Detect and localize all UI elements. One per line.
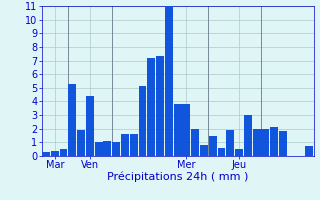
Bar: [68, 84, 76, 156]
Bar: [147, 58, 155, 156]
Bar: [200, 145, 208, 156]
Bar: [244, 115, 252, 156]
Bar: [174, 104, 181, 156]
Bar: [103, 141, 111, 156]
Bar: [156, 56, 164, 156]
Bar: [226, 130, 234, 156]
Bar: [60, 149, 68, 156]
Bar: [51, 151, 59, 156]
Bar: [121, 134, 129, 156]
Bar: [305, 146, 313, 156]
Bar: [86, 96, 94, 156]
X-axis label: Précipitations 24h ( mm ): Précipitations 24h ( mm ): [107, 172, 248, 182]
Bar: [209, 136, 217, 156]
Bar: [252, 129, 260, 156]
Bar: [191, 129, 199, 156]
Bar: [130, 134, 138, 156]
Bar: [42, 152, 50, 156]
Bar: [270, 127, 278, 156]
Bar: [218, 148, 225, 156]
Bar: [279, 131, 287, 156]
Bar: [95, 142, 103, 156]
Bar: [139, 86, 147, 156]
Bar: [112, 142, 120, 156]
Bar: [235, 149, 243, 156]
Bar: [182, 104, 190, 156]
Bar: [261, 129, 269, 156]
Bar: [77, 130, 85, 156]
Bar: [165, 6, 173, 156]
